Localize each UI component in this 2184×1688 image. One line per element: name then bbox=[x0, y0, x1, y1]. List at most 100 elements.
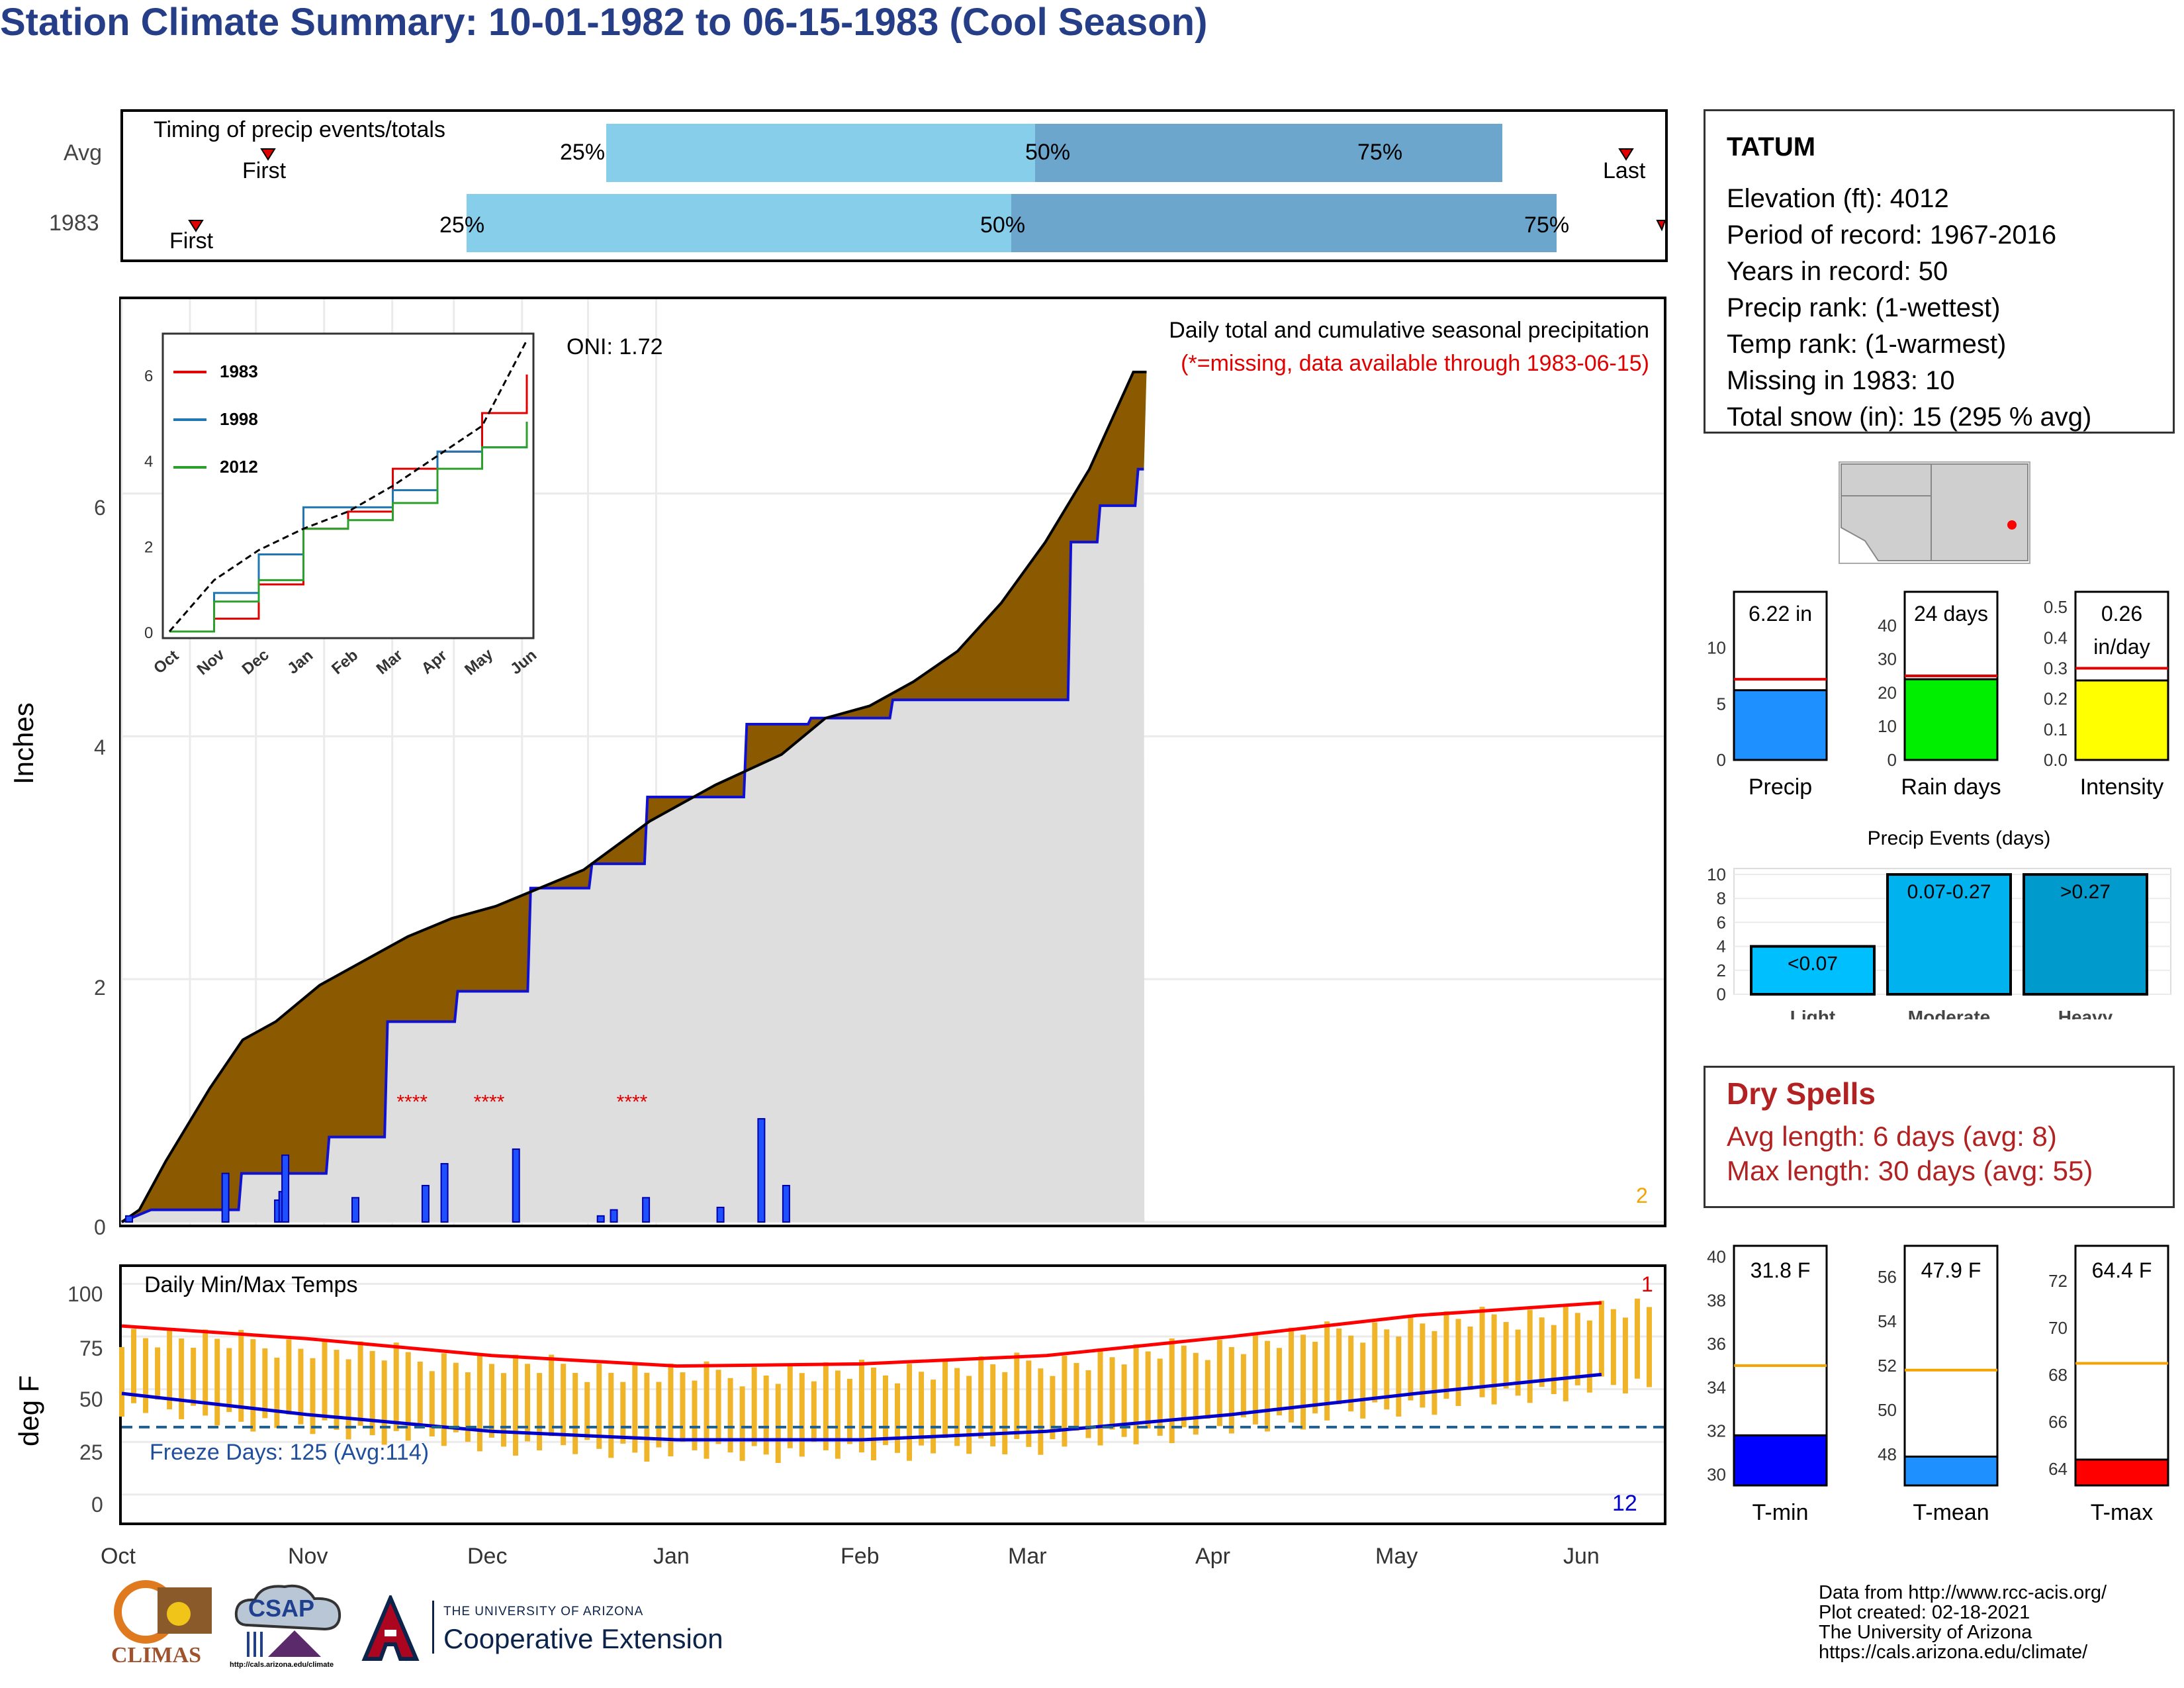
daily-precip-bar bbox=[512, 1148, 520, 1223]
x-axis-label-apr: Apr bbox=[1195, 1544, 1230, 1569]
daily-temp-bar bbox=[1157, 1358, 1163, 1436]
daily-temp-bar bbox=[931, 1380, 936, 1454]
daily-temp-bar bbox=[1610, 1309, 1616, 1385]
year-bar-low bbox=[467, 194, 1011, 252]
daily-temp-bar bbox=[1622, 1317, 1628, 1393]
daily-temp-bar bbox=[1527, 1309, 1533, 1403]
daily-temp-bar bbox=[787, 1364, 793, 1448]
temp-ytick-100: 100 bbox=[68, 1282, 103, 1306]
x-axis-label-nov: Nov bbox=[288, 1544, 328, 1569]
daily-temp-bar bbox=[1372, 1322, 1378, 1403]
temp-summary-bar-t-mean bbox=[1903, 1455, 1999, 1487]
daily-temp-bar bbox=[1300, 1335, 1306, 1430]
daily-temp-bar bbox=[1216, 1340, 1222, 1427]
daily-temp-bar bbox=[1396, 1336, 1402, 1417]
x-axis-label-jan: Jan bbox=[653, 1544, 690, 1569]
daily-precip-bar bbox=[351, 1197, 360, 1223]
summary-bar-intensity bbox=[2074, 679, 2169, 761]
avg-q25-label: 25% bbox=[560, 140, 606, 165]
precip-events-bar-text: <0.07 bbox=[1788, 953, 1838, 975]
daily-temp-bar bbox=[488, 1364, 494, 1438]
inset-xtick-label: Mar bbox=[373, 646, 406, 678]
csap-logo: CSAP http://cals.arizona.edu/climate bbox=[228, 1579, 351, 1675]
precip-events-bar-moderate bbox=[1886, 873, 2012, 996]
station-temp-rank: Temp rank: (1-warmest) bbox=[1727, 330, 2007, 359]
inset-legend-label: 1998 bbox=[220, 409, 258, 429]
dry-spells-max: Max length: 30 days (avg: 55) bbox=[1727, 1155, 2093, 1186]
daily-temp-bar bbox=[978, 1356, 984, 1439]
precip-ytick-6: 6 bbox=[94, 496, 106, 520]
daily-temp-bar bbox=[1228, 1346, 1234, 1434]
credit-data-source: Data from http://www.rcc-acis.org/ bbox=[1819, 1582, 2107, 1603]
inset-legend-label: 1983 bbox=[220, 361, 258, 381]
daily-precip-bar bbox=[125, 1215, 134, 1223]
summary-bar-rain-days bbox=[1903, 678, 1999, 761]
daily-temp-bar bbox=[513, 1354, 519, 1456]
daily-precip-bar bbox=[440, 1162, 449, 1223]
avg-first-label: First bbox=[242, 158, 287, 183]
temp-summary-tick: 52 bbox=[1878, 1356, 1897, 1376]
station-period: Period of record: 1967-2016 bbox=[1727, 220, 2057, 250]
daily-temp-bar bbox=[357, 1341, 363, 1426]
daily-temp-bar bbox=[572, 1372, 578, 1454]
summary-bar-tick: 5 bbox=[1717, 694, 1726, 714]
temp-summary-tick: 50 bbox=[1878, 1400, 1897, 1420]
precip-events-bar-text: 0.07-0.27 bbox=[1907, 881, 1991, 903]
daily-temp-bar bbox=[250, 1339, 256, 1432]
daily-temp-bar bbox=[1348, 1335, 1354, 1412]
station-name: TATUM bbox=[1727, 132, 1816, 162]
inset-ytick-label: 0 bbox=[144, 624, 153, 642]
precip-events-tick: 4 bbox=[1717, 937, 1726, 957]
daily-temp-bar bbox=[727, 1378, 733, 1453]
precip-events-tick: 6 bbox=[1717, 912, 1726, 932]
daily-temp-bar bbox=[274, 1357, 280, 1429]
daily-temp-bar bbox=[1073, 1362, 1079, 1431]
daily-temp-bar bbox=[131, 1329, 137, 1403]
summary-bar-precip bbox=[1733, 689, 1828, 761]
year-bar-high bbox=[1011, 194, 1557, 252]
inset-average-line bbox=[168, 340, 528, 632]
daily-temp-bar bbox=[322, 1340, 328, 1421]
temp-summary-tick: 38 bbox=[1707, 1290, 1726, 1310]
daily-temp-bar bbox=[895, 1383, 901, 1453]
temp-frame bbox=[119, 1264, 1666, 1525]
precip-average-area bbox=[122, 469, 1145, 1222]
freeze-days-label: Freeze Days: 125 (Avg:114) bbox=[150, 1440, 430, 1465]
daily-temp-bar bbox=[739, 1386, 745, 1461]
daily-temp-bar bbox=[715, 1370, 721, 1444]
daily-temp-bar bbox=[1014, 1352, 1020, 1439]
summary-bar-tick: 0 bbox=[1888, 750, 1897, 770]
daily-precip-bar bbox=[281, 1154, 290, 1223]
daily-temp-bar bbox=[1551, 1325, 1557, 1395]
avg-min-temp-line bbox=[121, 1372, 1602, 1442]
inset-series-1983 bbox=[169, 374, 528, 633]
summary-bar-tick: 10 bbox=[1878, 716, 1897, 736]
daily-temp-bar bbox=[763, 1375, 769, 1455]
summary-bar-value: 6.22 in bbox=[1749, 602, 1812, 626]
daily-temp-bar bbox=[262, 1348, 268, 1419]
daily-temp-bar bbox=[429, 1371, 435, 1437]
daily-temp-bar bbox=[525, 1364, 531, 1442]
daily-temp-bar bbox=[1312, 1341, 1318, 1414]
precip-events-title: Precip Events (days) bbox=[1868, 827, 2051, 849]
inset-series-2012 bbox=[169, 421, 528, 633]
daily-temp-bar bbox=[1360, 1342, 1366, 1419]
daily-temp-bar bbox=[441, 1353, 447, 1446]
daily-temp-bar bbox=[1193, 1352, 1199, 1435]
daily-temp-bar bbox=[858, 1360, 864, 1453]
x-axis-label-may: May bbox=[1375, 1544, 1418, 1569]
temp-summary-frame bbox=[1903, 1244, 1999, 1487]
year-first-label: First bbox=[169, 228, 214, 254]
daily-temp-bar bbox=[1062, 1356, 1068, 1447]
daily-temp-bar bbox=[561, 1364, 567, 1446]
missing-data-marker: **** bbox=[396, 1092, 428, 1113]
summary-bar-tick: 0.2 bbox=[2044, 689, 2068, 709]
daily-temp-bar bbox=[465, 1372, 471, 1442]
daily-temp-bar bbox=[1181, 1345, 1187, 1428]
daily-temp-bar bbox=[334, 1350, 340, 1430]
temp-chart bbox=[119, 1264, 1666, 1525]
summary-bar-label: Rain days bbox=[1901, 774, 2001, 800]
daily-temp-bar bbox=[596, 1364, 602, 1449]
daily-temp-bar bbox=[1324, 1321, 1330, 1421]
precip-heading: Daily total and cumulative seasonal prec… bbox=[1169, 318, 1649, 343]
